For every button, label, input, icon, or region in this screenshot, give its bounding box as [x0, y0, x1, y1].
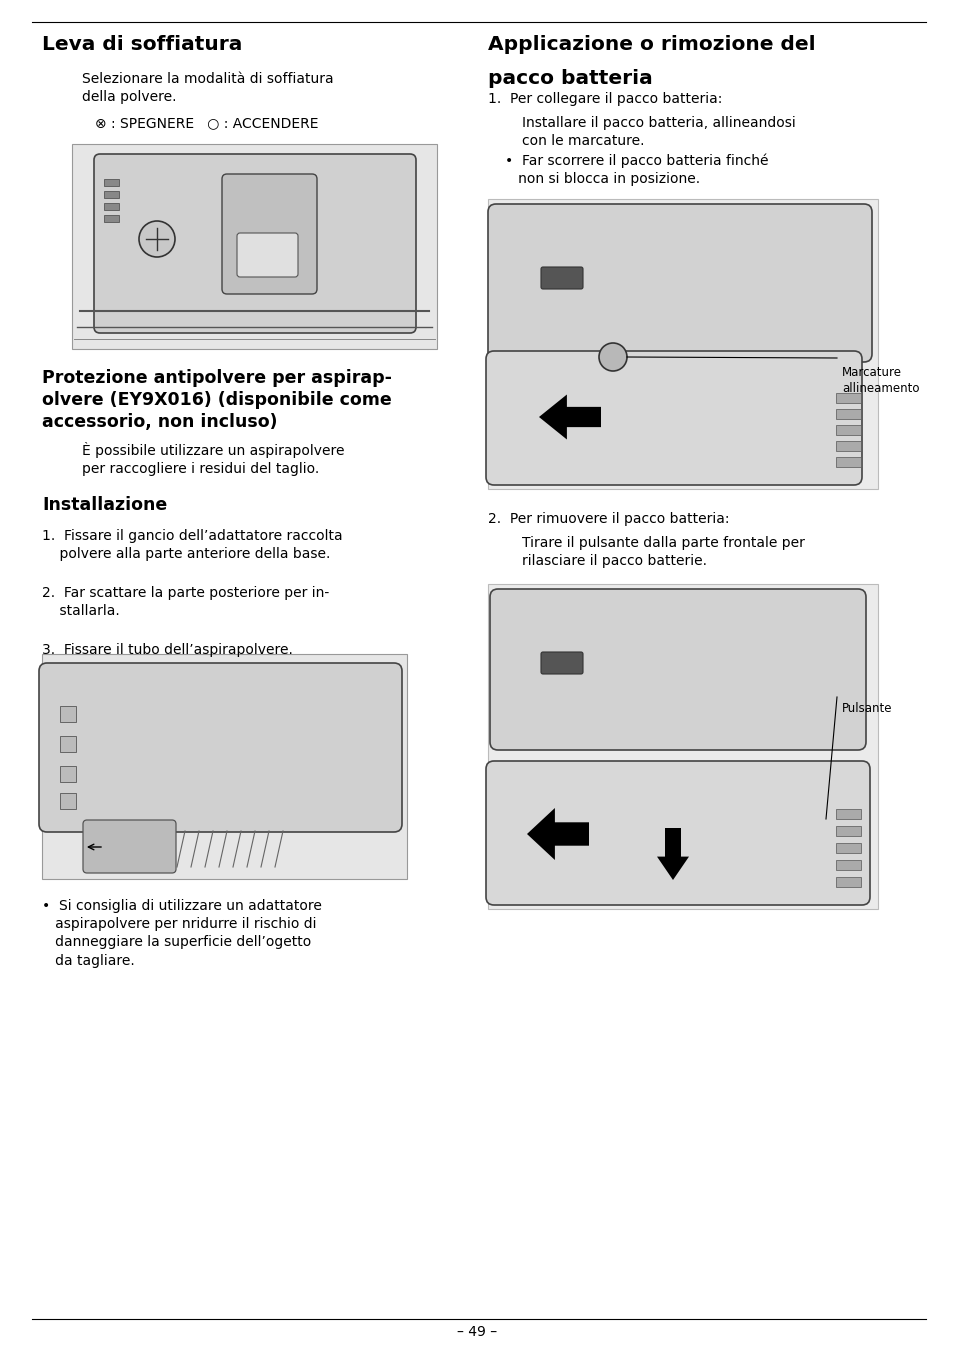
Text: Installazione: Installazione — [42, 496, 167, 515]
Text: 1.  Per collegare il pacco batteria:: 1. Per collegare il pacco batteria: — [488, 92, 721, 106]
Text: Pulsante: Pulsante — [841, 701, 892, 715]
Text: – 49 –: – 49 – — [456, 1326, 497, 1339]
Text: 2.  Far scattare la parte posteriore per in-
    stallarla.: 2. Far scattare la parte posteriore per … — [42, 586, 329, 617]
Bar — [42, 654, 407, 879]
Polygon shape — [526, 808, 588, 860]
FancyBboxPatch shape — [490, 589, 865, 750]
Bar — [835, 860, 861, 871]
Bar — [835, 826, 861, 835]
Bar — [60, 737, 76, 751]
FancyBboxPatch shape — [222, 175, 316, 294]
Text: 1.  Fissare il gancio dell’adattatore raccolta
    polvere alla parte anteriore : 1. Fissare il gancio dell’adattatore rac… — [42, 529, 342, 561]
Bar — [835, 458, 861, 467]
Polygon shape — [657, 829, 688, 880]
Text: •  Si consiglia di utilizzare un adattatore
   aspirapolvere per nridurre il ris: • Si consiglia di utilizzare un adattato… — [42, 899, 321, 968]
Text: Leva di soffiatura: Leva di soffiatura — [42, 35, 242, 54]
FancyBboxPatch shape — [540, 653, 582, 674]
FancyBboxPatch shape — [39, 663, 401, 831]
Bar — [835, 425, 861, 435]
Bar — [488, 584, 877, 909]
Circle shape — [139, 221, 174, 257]
FancyBboxPatch shape — [83, 821, 175, 873]
Circle shape — [598, 343, 626, 371]
Text: Installare il pacco batteria, allineandosi
con le marcature.: Installare il pacco batteria, allineando… — [521, 116, 795, 148]
Text: ⊗ : SPEGNERE   ○ : ACCENDERE: ⊗ : SPEGNERE ○ : ACCENDERE — [95, 116, 318, 130]
Bar — [60, 793, 76, 808]
FancyBboxPatch shape — [485, 351, 862, 485]
Text: Tirare il pulsante dalla parte frontale per
rilasciare il pacco batterie.: Tirare il pulsante dalla parte frontale … — [521, 536, 804, 567]
FancyBboxPatch shape — [485, 761, 869, 904]
Text: Applicazione o rimozione del: Applicazione o rimozione del — [488, 35, 815, 54]
Bar — [835, 393, 861, 403]
Bar — [60, 766, 76, 783]
Text: •  Far scorrere il pacco batteria finché
   non si blocca in posizione.: • Far scorrere il pacco batteria finché … — [504, 154, 768, 187]
Bar — [60, 705, 76, 722]
Bar — [104, 215, 119, 222]
Text: È possibile utilizzare un aspirapolvere
per raccogliere i residui del taglio.: È possibile utilizzare un aspirapolvere … — [82, 441, 344, 477]
FancyBboxPatch shape — [94, 154, 416, 333]
Text: 2.  Per rimuovere il pacco batteria:: 2. Per rimuovere il pacco batteria: — [488, 512, 729, 525]
FancyBboxPatch shape — [488, 204, 871, 362]
Text: pacco batteria: pacco batteria — [488, 69, 652, 88]
Bar — [835, 808, 861, 819]
Bar — [104, 179, 119, 185]
Polygon shape — [538, 394, 600, 440]
Text: Marcature
allineamento: Marcature allineamento — [841, 366, 919, 395]
Bar — [488, 199, 877, 489]
Bar — [835, 877, 861, 887]
FancyBboxPatch shape — [540, 267, 582, 288]
Text: Selezionare la modalità di soffiatura
della polvere.: Selezionare la modalità di soffiatura de… — [82, 72, 334, 104]
Bar — [835, 409, 861, 418]
Bar — [71, 144, 436, 349]
Text: 3.  Fissare il tubo dell’aspirapolvere.: 3. Fissare il tubo dell’aspirapolvere. — [42, 643, 293, 657]
FancyBboxPatch shape — [236, 233, 297, 278]
Bar — [104, 203, 119, 210]
Bar — [835, 441, 861, 451]
Bar — [104, 191, 119, 198]
Text: Protezione antipolvere per aspirap-
olvere (EY9X016) (disponibile come
accessori: Protezione antipolvere per aspirap- olve… — [42, 370, 392, 432]
Bar — [835, 844, 861, 853]
